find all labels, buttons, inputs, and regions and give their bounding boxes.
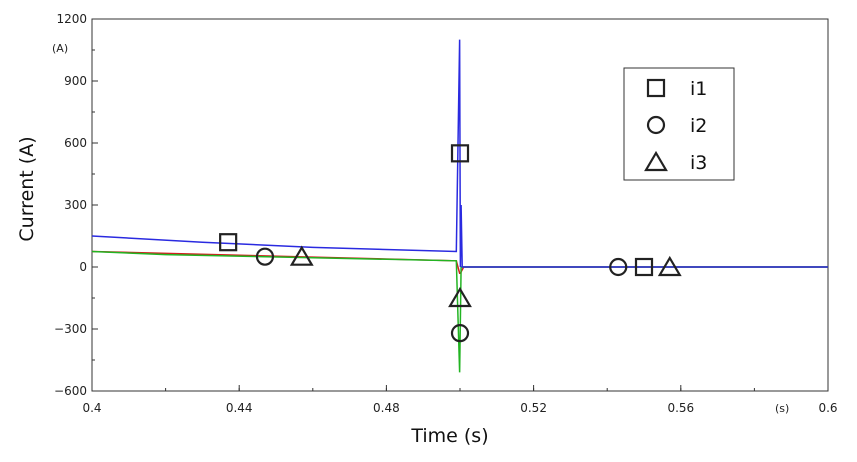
marker-i2	[255, 247, 275, 266]
legend-circle-icon	[646, 115, 666, 135]
x-tick-label: 0.6	[818, 401, 837, 415]
x-tick-label: 0.56	[667, 401, 694, 415]
x-unit-label: (s)	[775, 402, 789, 415]
plot-axes: −600 −300 0 300 600 900 1200 0.4 0.44 0.48 0.52 0.5…	[54, 12, 838, 415]
y-tick-label: 1200	[56, 12, 87, 26]
legend-label-i3: i3	[690, 152, 707, 174]
x-tick-label: 0.4	[82, 401, 101, 415]
x-tick-label: 0.44	[226, 401, 253, 415]
legend-triangle-icon	[644, 150, 668, 172]
marker-i3	[448, 286, 472, 308]
marker-i3	[289, 245, 314, 266]
y-tick-label: 0	[79, 260, 87, 274]
series-line-i1	[91, 39, 828, 268]
legend-square-icon	[646, 78, 666, 98]
y-axis-title: Current (A)	[16, 136, 38, 241]
series-layer	[91, 39, 828, 373]
marker-layer	[219, 144, 682, 343]
marker-i1	[634, 257, 654, 277]
legend: i1 i2 i3	[623, 67, 735, 181]
marker-i3	[657, 255, 682, 277]
y-unit-label: (A)	[52, 42, 68, 55]
marker-i2	[609, 257, 628, 277]
legend-label-i1: i1	[690, 78, 707, 100]
marker-i1	[450, 144, 470, 163]
marker-i2	[450, 324, 470, 343]
legend-box	[623, 67, 735, 181]
x-tick-label: 0.52	[520, 401, 547, 415]
legend-label-i2: i2	[690, 115, 707, 137]
y-tick-label: −600	[54, 384, 87, 398]
y-tick-label: 300	[64, 198, 87, 212]
x-tick-label: 0.48	[373, 401, 400, 415]
marker-i1	[219, 233, 238, 252]
series-line-i3	[91, 250, 828, 373]
y-tick-label: −300	[54, 322, 87, 336]
x-axis-title: Time (s)	[410, 425, 488, 447]
y-tick-label: 600	[64, 136, 87, 150]
y-tick-label: 900	[64, 74, 87, 88]
